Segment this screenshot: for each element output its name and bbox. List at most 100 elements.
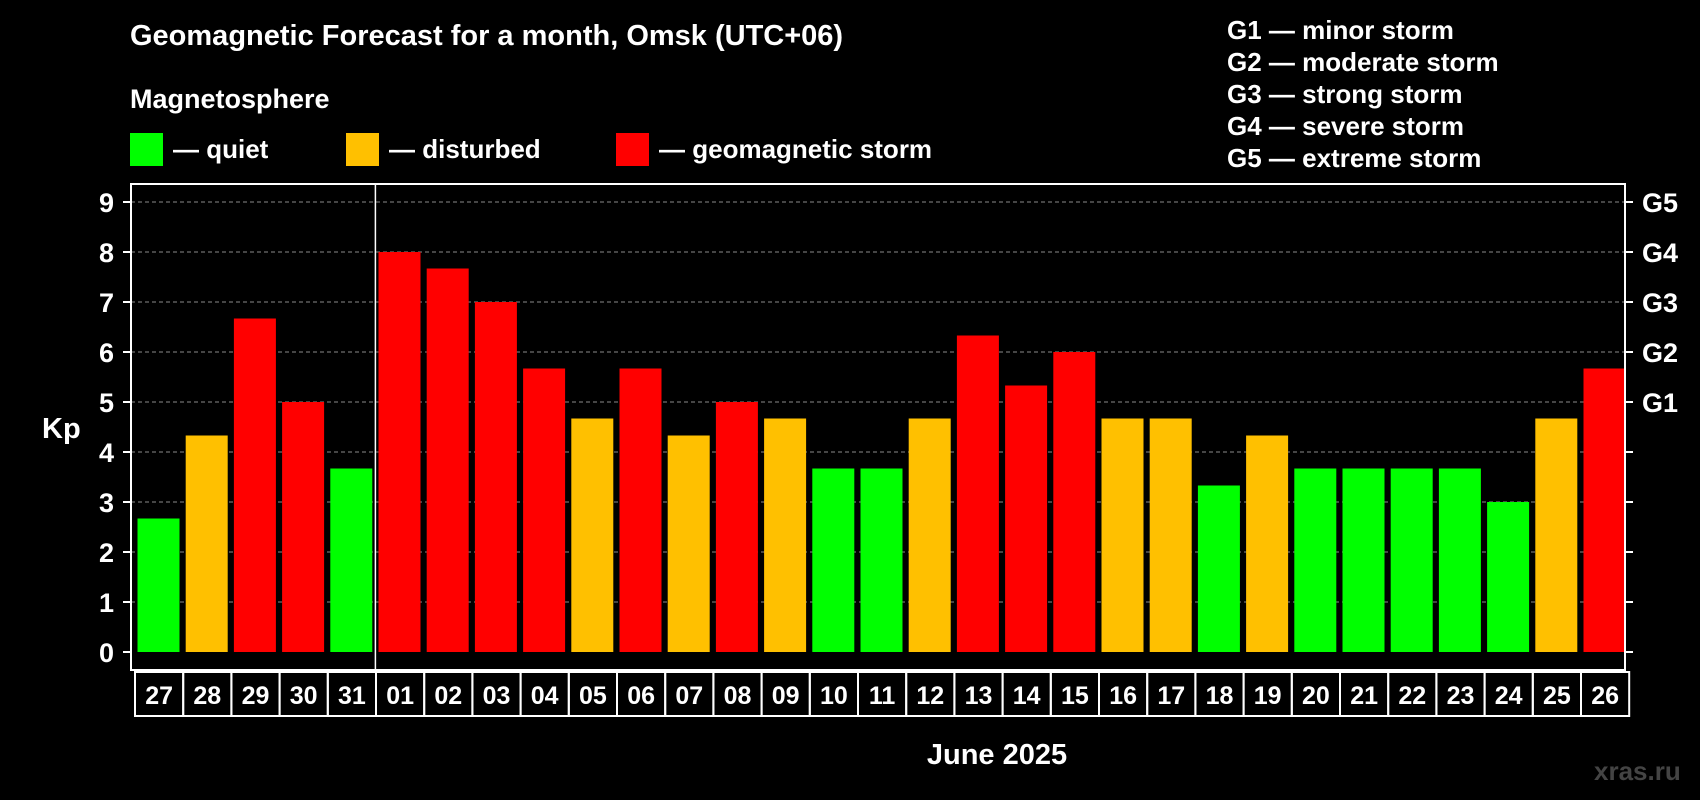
bar-25 bbox=[1535, 418, 1578, 652]
storm-scale-g5: G5 — extreme storm bbox=[1227, 143, 1482, 173]
bar-13 bbox=[956, 335, 999, 652]
x-tick-label-23: 23 bbox=[1447, 682, 1475, 710]
x-tick-label-05: 05 bbox=[579, 682, 607, 710]
x-tick-label-19: 19 bbox=[1254, 682, 1282, 710]
legend-label-storm: — geomagnetic storm bbox=[659, 133, 933, 164]
x-tick-label-03: 03 bbox=[483, 682, 511, 710]
x-tick-label-12: 12 bbox=[916, 682, 944, 710]
y-tick-label: 7 bbox=[99, 288, 114, 318]
bar-27 bbox=[137, 518, 180, 652]
x-tick-label-18: 18 bbox=[1206, 682, 1234, 710]
x-tick-label-10: 10 bbox=[820, 682, 848, 710]
storm-scale-legend: G1 — minor storm G2 — moderate storm G3 … bbox=[1227, 14, 1499, 174]
bar-07 bbox=[667, 435, 710, 652]
x-tick-label-28: 28 bbox=[193, 682, 221, 710]
bar-18 bbox=[1197, 485, 1240, 652]
y-tick-label: 8 bbox=[99, 238, 114, 268]
bar-28 bbox=[185, 435, 228, 652]
x-tick-label-20: 20 bbox=[1302, 682, 1330, 710]
bar-31 bbox=[330, 468, 373, 652]
storm-scale-g2: G2 — moderate storm bbox=[1227, 47, 1499, 77]
legend-swatch-quiet bbox=[130, 132, 163, 166]
legend-subtitle: Magnetosphere bbox=[130, 84, 330, 114]
g-scale-label: G5 bbox=[1642, 188, 1678, 218]
x-tick-label-21: 21 bbox=[1350, 682, 1378, 710]
bar-11 bbox=[860, 468, 903, 652]
plot-frame bbox=[130, 183, 1626, 671]
x-label-box bbox=[1580, 671, 1631, 717]
bar-21 bbox=[1342, 468, 1385, 652]
bar-10 bbox=[812, 468, 855, 652]
chart-title: Geomagnetic Forecast for a month, Omsk (… bbox=[130, 20, 844, 52]
storm-scale-g3: G3 — strong storm bbox=[1227, 79, 1463, 109]
x-tick-label-16: 16 bbox=[1109, 682, 1137, 710]
bar-06 bbox=[619, 368, 662, 652]
x-tick-label-11: 11 bbox=[869, 682, 896, 710]
bar-15 bbox=[1053, 352, 1096, 652]
bar-05 bbox=[571, 418, 614, 652]
y-tick-label: 1 bbox=[99, 588, 114, 618]
legend-swatch-disturbed bbox=[346, 132, 379, 166]
x-tick-label-27: 27 bbox=[145, 682, 173, 710]
x-tick-label-15: 15 bbox=[1061, 682, 1089, 710]
x-tick-label-30: 30 bbox=[290, 682, 318, 710]
x-tick-label-07: 07 bbox=[675, 682, 703, 710]
legend-label-disturbed: — disturbed bbox=[389, 133, 541, 164]
legend-item-quiet: — quiet bbox=[130, 131, 268, 167]
color-legend: — quiet — disturbed — geomagnetic storm bbox=[130, 131, 1030, 167]
g-scale-label: G4 bbox=[1642, 238, 1678, 268]
bar-22 bbox=[1390, 468, 1433, 652]
y-tick-label: 9 bbox=[99, 188, 114, 218]
x-tick-label-06: 06 bbox=[627, 682, 655, 710]
bar-08 bbox=[715, 402, 758, 652]
storm-scale-g4: G4 — severe storm bbox=[1227, 111, 1465, 141]
bar-01 bbox=[378, 252, 421, 652]
legend-label-quiet: — quiet bbox=[173, 133, 269, 164]
bar-09 bbox=[764, 418, 807, 652]
y-tick-label: 2 bbox=[99, 538, 114, 568]
g-scale-label: G2 bbox=[1642, 338, 1678, 368]
y-tick-label: 5 bbox=[99, 388, 114, 418]
x-tick-label-25: 25 bbox=[1543, 682, 1571, 710]
bar-19 bbox=[1246, 435, 1289, 652]
bar-04 bbox=[523, 368, 566, 652]
x-tick-label-17: 17 bbox=[1157, 682, 1185, 710]
x-tick-label-26: 26 bbox=[1591, 682, 1619, 710]
bar-26 bbox=[1583, 368, 1626, 652]
y-tick-label: 0 bbox=[99, 638, 114, 668]
bar-02 bbox=[426, 268, 469, 652]
bar-14 bbox=[1005, 385, 1048, 652]
bar-30 bbox=[282, 402, 325, 652]
y-tick-label: 4 bbox=[99, 438, 114, 468]
x-tick-label-02: 02 bbox=[434, 682, 462, 710]
bar-12 bbox=[908, 418, 951, 652]
bar-17 bbox=[1149, 418, 1192, 652]
x-tick-label-04: 04 bbox=[531, 682, 559, 710]
x-tick-label-14: 14 bbox=[1013, 682, 1041, 710]
bar-24 bbox=[1487, 502, 1530, 652]
bar-23 bbox=[1438, 468, 1481, 652]
storm-scale-g1: G1 — minor storm bbox=[1227, 15, 1454, 45]
legend-item-disturbed: — disturbed bbox=[346, 131, 541, 167]
bar-20 bbox=[1294, 468, 1337, 652]
x-tick-label-13: 13 bbox=[965, 682, 993, 710]
bar-29 bbox=[233, 318, 276, 652]
x-axis-label: June 2025 bbox=[927, 739, 1067, 771]
bar-03 bbox=[474, 302, 517, 652]
x-tick-label-09: 09 bbox=[772, 682, 800, 710]
watermark: xras.ru bbox=[1594, 756, 1681, 786]
x-tick-label-22: 22 bbox=[1398, 682, 1426, 710]
x-tick-label-08: 08 bbox=[724, 682, 752, 710]
x-tick-label-31: 31 bbox=[338, 682, 366, 710]
x-tick-label-29: 29 bbox=[242, 682, 270, 710]
bar-16 bbox=[1101, 418, 1144, 652]
x-tick-label-24: 24 bbox=[1495, 682, 1523, 710]
y-tick-label: 6 bbox=[99, 338, 114, 368]
x-tick-label-01: 01 bbox=[386, 682, 414, 710]
legend-item-storm: — geomagnetic storm bbox=[616, 131, 932, 167]
g-scale-label: G1 bbox=[1642, 388, 1678, 418]
y-axis-label: Kp bbox=[42, 413, 81, 445]
g-scale-label: G3 bbox=[1642, 288, 1678, 318]
legend-swatch-storm bbox=[616, 132, 649, 166]
